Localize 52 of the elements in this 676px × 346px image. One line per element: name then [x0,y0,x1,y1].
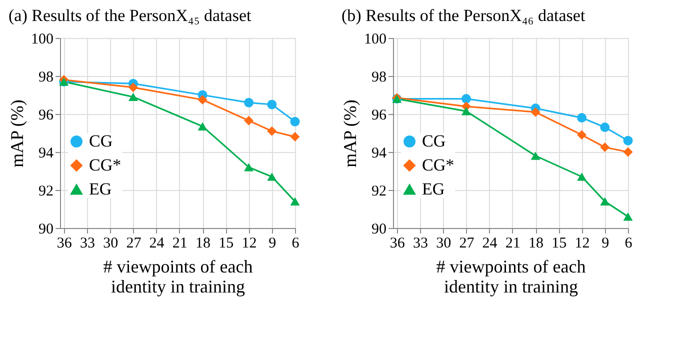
legend-label: CG* [89,156,122,174]
x-tick-label: 27 [126,236,142,252]
x-axis-title: # viewpoints of each identity in training [103,256,253,296]
y-axis-title: mAP (%) [340,100,360,168]
x-tick-label: 9 [602,236,610,252]
point [577,113,587,123]
point [244,163,254,172]
x-tick-label: 18 [528,236,544,252]
x-tick-label: 33 [80,236,95,252]
legend-label: EG [422,180,445,198]
legend-label: EG [89,180,112,198]
x-tick-label: 6 [624,236,633,252]
x-tick-label: 18 [196,236,211,252]
y-tick-label: 96 [38,108,54,124]
x-tick-label: 6 [292,236,300,252]
y-axis-title: mAP (%) [7,100,27,168]
y-tick-label: 90 [38,222,54,238]
x-tick-label: 21 [172,236,188,252]
point [577,130,587,140]
chart-title: (a) Results of the PersonX₄₅ dataset [8,6,252,25]
x-tick-label: 24 [482,236,498,252]
x-tick-label: 27 [459,236,475,252]
legend-label: CG* [422,156,454,174]
y-tick-label: 92 [38,184,54,200]
x-tick-label: 36 [56,236,72,252]
y-tick-label: 94 [372,146,387,162]
y-tick-label: 90 [372,222,386,238]
x-axis-title: # viewpoints of each identity in training [436,256,586,296]
x-tick-label: 15 [218,236,234,252]
y-tick-label: 92 [372,184,386,200]
x-tick-label: 15 [552,236,567,252]
y-tick-label: 98 [38,70,54,86]
legend-label: CG [422,132,446,150]
point [577,172,587,181]
x-tick-label: 30 [103,236,118,252]
y-tick-label: 100 [364,32,386,48]
x-tick-label: 33 [412,236,428,252]
x-tick-label: 9 [268,236,276,252]
x-tick-label: 36 [390,236,406,252]
point [244,116,254,126]
y-tick-label: 100 [31,32,54,48]
x-tick-label: 12 [242,236,257,252]
x-tick-label: 24 [149,236,165,252]
x-tick-label: 12 [574,236,590,252]
legend-label: CG [89,132,113,150]
point [244,98,254,108]
y-tick-label: 96 [372,108,387,124]
x-tick-label: 21 [505,236,520,252]
chart-title: (b) Results of the PersonX₄₆ dataset [342,6,586,25]
x-tick-label: 30 [436,236,452,252]
y-tick-label: 98 [372,70,386,86]
y-tick-label: 94 [38,146,54,162]
